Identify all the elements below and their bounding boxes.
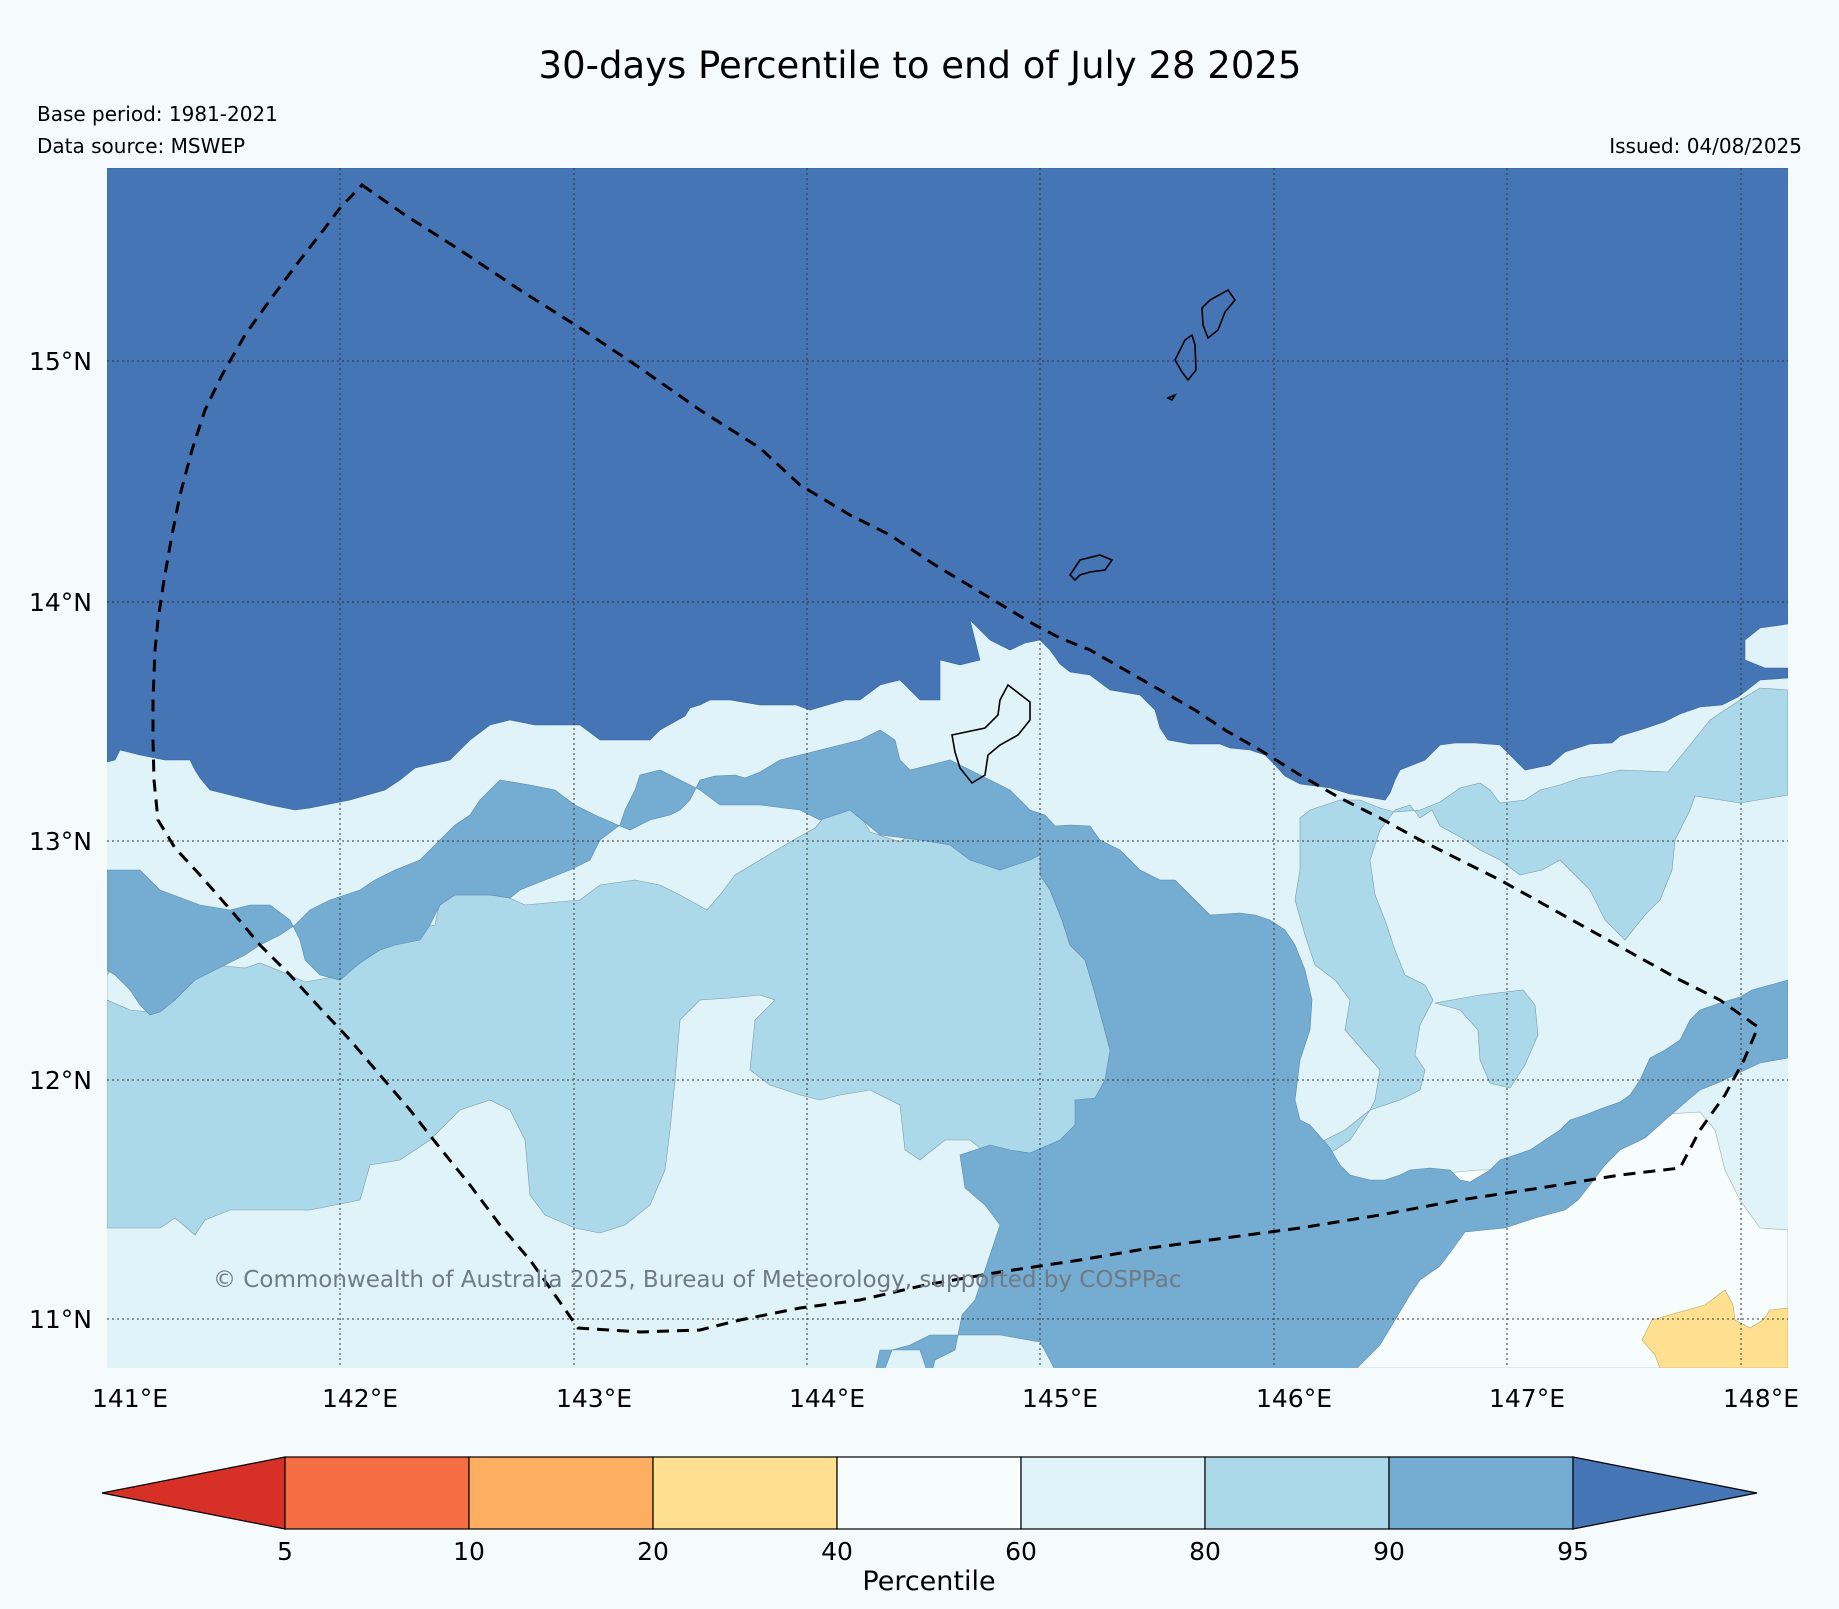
region-20-40 [1641,1289,1788,1368]
lat-label-14: 14°N [29,588,92,617]
region-80-90 [107,687,1788,1236]
colorbar-tick-95: 95 [1557,1537,1589,1566]
colorbar-segment-10-20 [468,1456,654,1530]
colorbar-segment-below-5 [101,1456,286,1530]
lon-label-142: 142°E [322,1384,398,1413]
guam-island [951,683,1031,785]
region-80-90-patch [1434,989,1539,1089]
region-90-95 [107,729,1788,1368]
lon-label-146: 146°E [1256,1384,1332,1413]
colorbar-tick-60: 60 [1005,1537,1037,1566]
colorbar: 5 10 20 40 60 80 90 95 Percentile [101,1456,1758,1597]
copyright-notice: © Commonwealth of Australia 2025, Bureau… [213,1267,1182,1293]
longitude-axis: 141°E 142°E 143°E 144°E 145°E 146°E 147°… [92,1384,1799,1413]
lon-label-144: 144°E [789,1384,865,1413]
tinian-island [1174,333,1197,382]
colorbar-tick-40: 40 [821,1537,853,1566]
lat-label-15: 15°N [29,347,92,376]
colorbar-segment-20-40 [652,1456,838,1530]
colorbar-segment-90-95 [1388,1456,1574,1530]
colorbar-tick-80: 80 [1189,1537,1221,1566]
colorbar-tick-5: 5 [277,1537,293,1566]
colorbar-segment-80-90 [1204,1456,1390,1530]
lon-label-145: 145°E [1022,1384,1098,1413]
colorbar-tick-90: 90 [1373,1537,1405,1566]
aguijan-island [1166,393,1177,402]
lat-label-12: 12°N [29,1066,92,1095]
colorbar-segment-above-95 [1572,1456,1758,1530]
saipan-island [1201,288,1237,340]
map-area: © Commonwealth of Australia 2025, Bureau… [107,168,1788,1368]
issued-date-label: Issued: 04/08/2025 [1609,134,1802,158]
colorbar-label: Percentile [862,1566,995,1597]
lat-label-13: 13°N [29,827,92,856]
lat-label-11: 11°N [29,1305,92,1334]
eez-boundary [151,183,1760,1334]
map-title: 30-days Percentile to end of July 28 202… [539,44,1302,87]
graticule [107,168,1788,1368]
colorbar-tick-10: 10 [453,1537,485,1566]
colorbar-segment-60-80 [1020,1456,1206,1530]
colorbar-segment-5-10 [284,1456,470,1530]
latitude-axis: 15°N 14°N 13°N 12°N 11°N [29,347,92,1334]
data-source-label: Data source: MSWEP [37,134,245,158]
rota-island [1068,554,1114,582]
lon-label-141: 141°E [92,1384,168,1413]
lon-label-148: 148°E [1723,1384,1799,1413]
colorbar-segment-40-60 [836,1456,1022,1530]
base-period-label: Base period: 1981-2021 [37,102,278,126]
lon-label-147: 147°E [1489,1384,1565,1413]
lon-label-143: 143°E [556,1384,632,1413]
colorbar-tick-20: 20 [637,1537,669,1566]
island-coastlines [951,288,1237,785]
